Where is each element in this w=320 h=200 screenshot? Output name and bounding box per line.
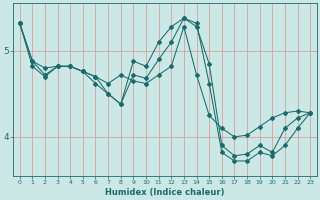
X-axis label: Humidex (Indice chaleur): Humidex (Indice chaleur) — [105, 188, 225, 197]
